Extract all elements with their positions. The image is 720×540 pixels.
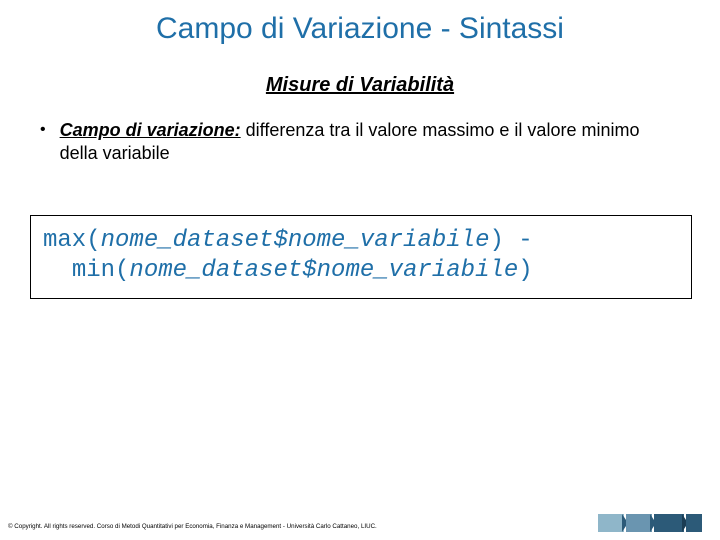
code-line-2: min(nome_dataset$nome_variabile)	[43, 256, 679, 286]
code-kw: ) -	[489, 227, 532, 254]
copyright-text: © Copyright. All rights reserved. Corso …	[8, 523, 377, 530]
footer-shape	[686, 514, 702, 532]
code-kw: max(	[43, 227, 101, 254]
code-indent	[43, 257, 72, 284]
slide-subtitle: Misure di Variabilità	[0, 74, 720, 97]
footer-decoration	[600, 514, 702, 532]
bullet-item: • Campo di variazione: differenza tra il…	[0, 119, 720, 165]
bullet-marker: •	[40, 119, 46, 165]
slide-title: Campo di Variazione - Sintassi	[0, 0, 720, 46]
code-arg: nome_dataset$nome_variabile	[101, 227, 490, 254]
footer-shape	[598, 514, 624, 532]
code-box: max(nome_dataset$nome_variabile) - min(n…	[30, 215, 692, 299]
footer-shape	[654, 514, 684, 532]
footer-shape	[626, 514, 652, 532]
code-kw: min(	[72, 257, 130, 284]
bullet-term: Campo di variazione:	[60, 120, 241, 140]
code-kw: )	[518, 257, 532, 284]
code-line-1: max(nome_dataset$nome_variabile) -	[43, 226, 679, 256]
bullet-text: Campo di variazione: differenza tra il v…	[60, 119, 680, 165]
code-arg: nome_dataset$nome_variabile	[129, 257, 518, 284]
